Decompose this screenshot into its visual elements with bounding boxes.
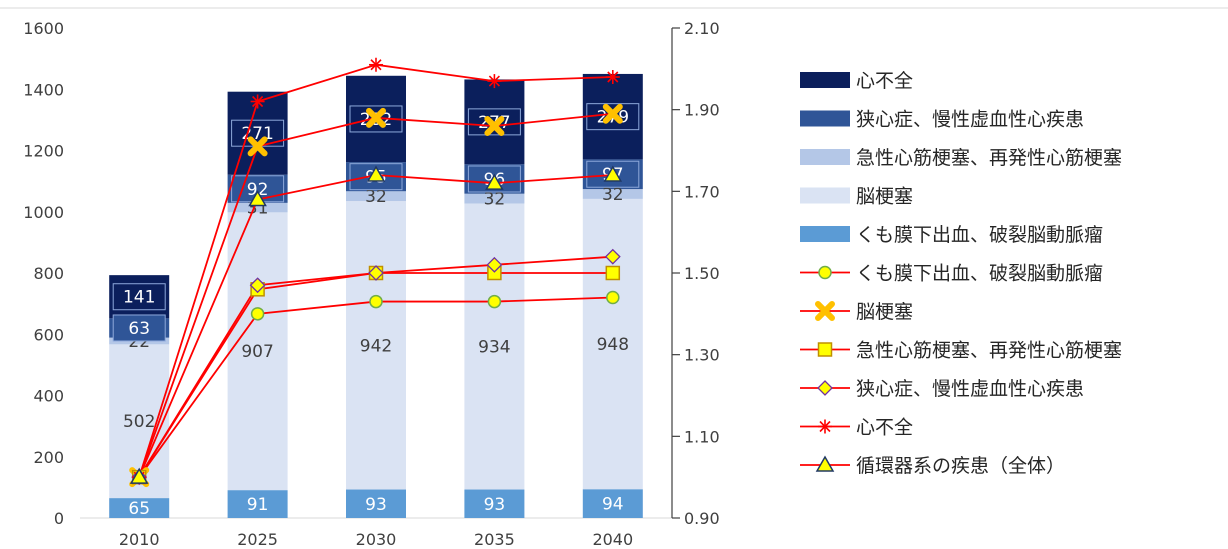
data-label-box xyxy=(112,283,166,311)
legend-label: 脳梗塞 xyxy=(856,186,913,208)
bar-segment xyxy=(346,201,406,490)
line-point-marker xyxy=(369,57,383,72)
line-point-marker xyxy=(366,107,386,128)
bar-data-label: 32 xyxy=(602,185,624,205)
line-point-marker xyxy=(603,165,623,182)
bar-data-label: 502 xyxy=(123,412,155,432)
bar-data-label: 948 xyxy=(597,335,629,355)
bar-segment xyxy=(227,202,288,213)
line-point-marker xyxy=(487,294,502,309)
bar-data-label: 65 xyxy=(128,499,150,519)
legend-swatch-bar xyxy=(800,187,850,204)
legend-marker xyxy=(817,380,833,396)
x-tick-label: 2010 xyxy=(119,530,160,545)
bar-segment xyxy=(464,203,525,490)
bar-segment xyxy=(227,490,288,518)
bar-segment xyxy=(464,489,525,518)
line-point-marker xyxy=(369,294,383,309)
bar-segment xyxy=(582,489,643,518)
line-point-marker xyxy=(250,94,265,109)
bar-data-label: 907 xyxy=(241,342,273,362)
bar-data-label: 942 xyxy=(360,336,392,356)
legend-swatch-bar xyxy=(800,110,850,127)
bar-data-label: 934 xyxy=(478,338,510,358)
bar-data-label: 91 xyxy=(247,495,269,515)
line-point-marker xyxy=(602,103,623,124)
legend-label: 狭心症、慢性虚血性心疾患 xyxy=(856,378,1084,400)
bar-segment xyxy=(109,498,170,518)
line-point-marker xyxy=(129,467,149,484)
y-left-tick-label: 800 xyxy=(33,264,64,283)
legend-swatch-bar xyxy=(800,72,850,88)
legend-marker xyxy=(817,342,833,357)
y-left-tick-label: 600 xyxy=(33,325,64,344)
bar-segment xyxy=(346,191,406,202)
legend-label: 脳梗塞 xyxy=(856,301,913,323)
bar-data-label: 93 xyxy=(365,495,387,515)
bar-data-label: 32 xyxy=(365,187,387,207)
y-left-tick-label: 400 xyxy=(33,387,64,406)
legend-label: くも膜下出血、破裂脳動脈瘤 xyxy=(856,263,1103,285)
legend-label: 急性心筋梗塞、再発性心筋梗塞 xyxy=(856,147,1122,169)
legend-marker xyxy=(818,419,832,434)
line-point-marker xyxy=(605,70,620,84)
y-right-tick-label: 1.50 xyxy=(684,264,720,283)
line-point-marker xyxy=(366,165,386,182)
y-right-tick-label: 1.90 xyxy=(684,101,720,120)
legend-label: 心不全 xyxy=(856,417,913,439)
data-label-box xyxy=(112,314,166,342)
y-right-tick-label: 1.10 xyxy=(684,427,720,446)
x-tick-label: 2030 xyxy=(356,530,397,545)
legend-label: 心不全 xyxy=(856,70,913,92)
legend-label: 循環器系の疾患（全体） xyxy=(856,455,1065,477)
bar-data-label: 93 xyxy=(484,495,506,515)
bar-data-label: 63 xyxy=(128,319,150,339)
line-point-marker xyxy=(486,256,503,273)
line-point-marker xyxy=(604,248,621,265)
y-left-tick-label: 200 xyxy=(33,448,64,467)
y-left-tick-label: 1600 xyxy=(23,19,64,38)
y-right-tick-label: 1.30 xyxy=(684,346,720,365)
bar-segment xyxy=(582,198,643,490)
legend-label: 急性心筋梗塞、再発性心筋梗塞 xyxy=(856,340,1122,362)
legend-swatch-bar xyxy=(800,149,850,165)
bar-data-label: 92 xyxy=(247,180,269,200)
legend-label: 狭心症、慢性虚血性心疾患 xyxy=(856,109,1084,131)
line-point-marker xyxy=(485,173,504,190)
bar-data-label: 32 xyxy=(484,190,506,210)
line-point-marker xyxy=(606,290,620,305)
x-tick-label: 2035 xyxy=(474,530,515,545)
x-tick-label: 2025 xyxy=(237,530,278,545)
line-point-marker xyxy=(249,277,266,294)
y-left-tick-label: 1200 xyxy=(23,142,64,161)
legend-swatch-bar xyxy=(800,226,850,242)
legend-label: くも膜下出血、破裂脳動脈瘤 xyxy=(856,224,1103,246)
x-tick-label: 2040 xyxy=(592,530,633,545)
line-point-marker xyxy=(368,265,384,281)
line-point-marker xyxy=(605,265,621,281)
legend-marker xyxy=(815,455,835,472)
y-right-tick-label: 0.90 xyxy=(684,509,720,528)
y-left-tick-label: 1000 xyxy=(23,203,64,222)
bar-segment xyxy=(582,189,643,199)
line-point-marker xyxy=(487,74,502,89)
bar-segment xyxy=(346,489,406,518)
y-right-tick-label: 1.70 xyxy=(684,182,720,201)
line-point-marker xyxy=(250,307,265,321)
line-point-marker xyxy=(248,189,267,207)
legend-marker xyxy=(815,301,835,321)
bar-data-label: 94 xyxy=(602,495,624,515)
bar-data-label: 271 xyxy=(241,124,273,144)
bar-segment xyxy=(227,212,288,491)
bar-data-label: 141 xyxy=(123,288,155,308)
line-point-marker xyxy=(247,136,268,157)
line-point-marker xyxy=(484,116,505,136)
y-left-tick-label: 1400 xyxy=(23,80,64,99)
y-right-tick-label: 2.10 xyxy=(684,19,720,38)
legend-marker xyxy=(818,265,832,280)
y-left-tick-label: 0 xyxy=(54,509,64,528)
bar-segment xyxy=(464,193,525,204)
